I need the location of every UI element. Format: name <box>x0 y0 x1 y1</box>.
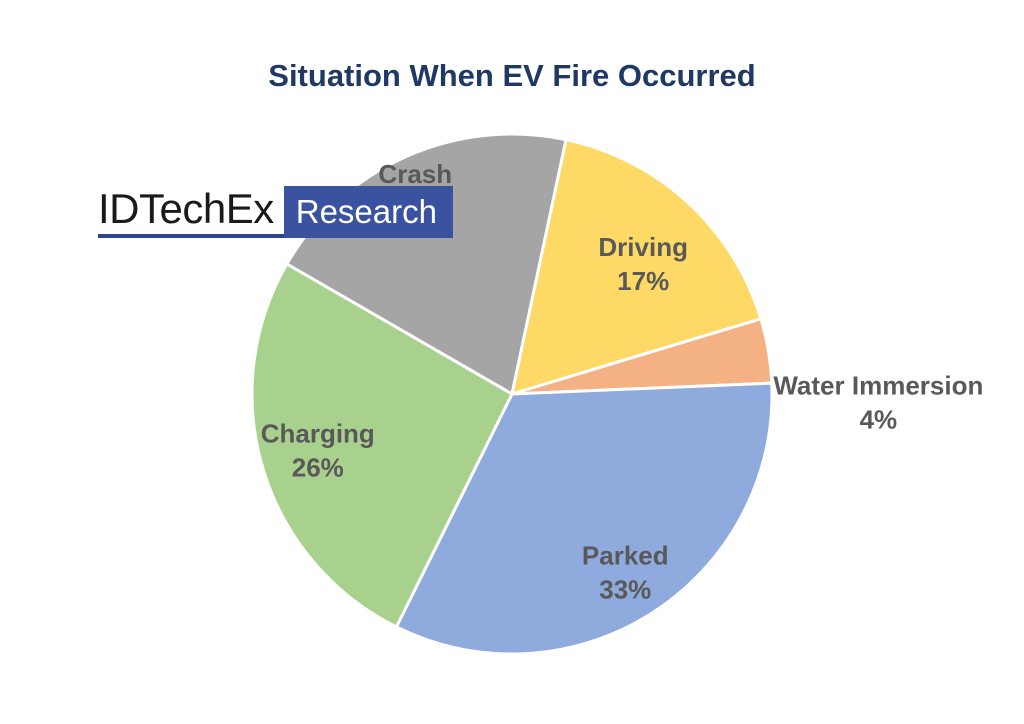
pie-value-water-immersion: 4% <box>860 405 898 435</box>
pie-label-crash: Crash <box>378 159 452 189</box>
pie-label-charging: Charging <box>261 419 375 449</box>
pie-slice-parked <box>394 381 774 656</box>
pie-value-driving: 17% <box>617 266 669 296</box>
brand-logo-suffix: Research <box>283 186 453 238</box>
brand-logo: IDTechEx Research <box>98 186 453 240</box>
brand-logo-company: IDTechEx <box>98 186 284 238</box>
pie-value-charging: 26% <box>292 453 344 483</box>
pie-label-parked: Parked <box>582 540 669 570</box>
pie-slice-driving <box>510 138 763 396</box>
pie-slice-charging <box>250 262 514 629</box>
pie-label-driving: Driving <box>598 232 688 262</box>
pie-slices <box>250 132 774 656</box>
pie-value-parked: 33% <box>599 574 651 604</box>
pie-label-water-immersion: Water Immersion <box>773 371 983 401</box>
chart-title: Situation When EV Fire Occurred <box>268 58 756 93</box>
